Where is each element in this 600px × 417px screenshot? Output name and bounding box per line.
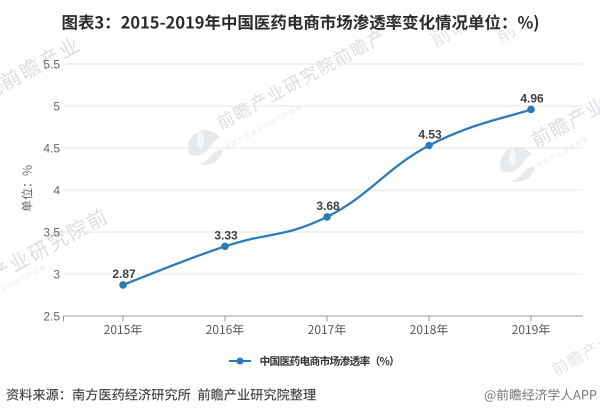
- svg-text:4: 4: [53, 184, 60, 198]
- svg-text:4.53: 4.53: [418, 127, 442, 141]
- svg-text:5: 5: [53, 100, 60, 114]
- svg-text:4.5: 4.5: [43, 142, 60, 156]
- svg-text:3.33: 3.33: [214, 228, 238, 242]
- svg-text:5.5: 5.5: [43, 58, 60, 72]
- svg-text:4.96: 4.96: [520, 91, 544, 105]
- svg-text:2.5: 2.5: [43, 310, 60, 324]
- svg-text:3.5: 3.5: [43, 226, 60, 240]
- svg-text:3: 3: [53, 268, 60, 282]
- svg-text:3.68: 3.68: [316, 199, 340, 213]
- svg-text:2.87: 2.87: [112, 267, 136, 281]
